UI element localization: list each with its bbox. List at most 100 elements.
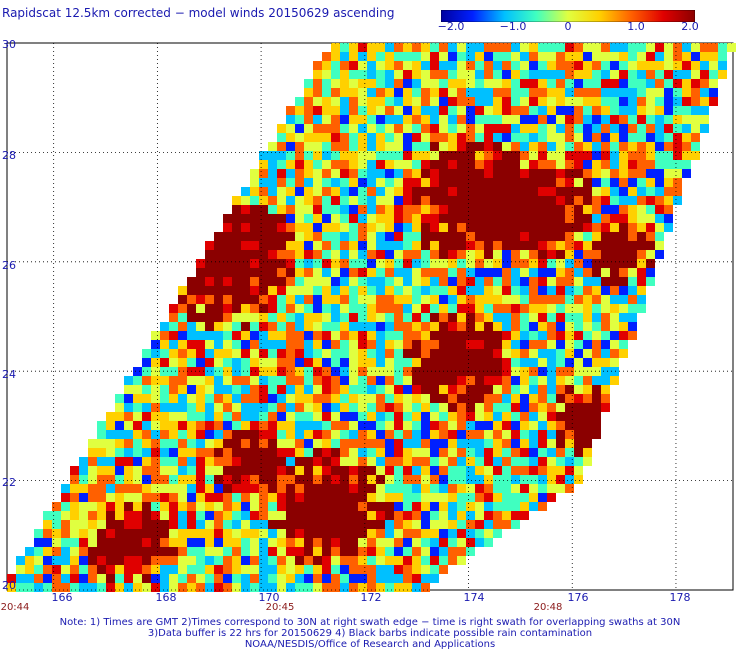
wind-cell: [484, 475, 493, 484]
wind-cell: [160, 331, 169, 340]
wind-cell: [313, 457, 322, 466]
wind-cell: [160, 547, 169, 556]
wind-cell: [295, 259, 304, 268]
wind-cell: [466, 43, 475, 52]
wind-cell: [241, 349, 250, 358]
wind-cell: [592, 295, 601, 304]
wind-cell: [646, 133, 655, 142]
wind-cell: [70, 574, 79, 583]
wind-cell: [619, 295, 628, 304]
wind-cell: [214, 340, 223, 349]
footnote-line-2: 3)Data buffer is 22 hrs for 20150629 4) …: [147, 628, 593, 639]
wind-cell: [331, 502, 340, 511]
wind-cell: [439, 547, 448, 556]
wind-cell: [682, 133, 691, 142]
wind-cell: [664, 70, 673, 79]
wind-cell: [79, 520, 88, 529]
wind-cell: [394, 43, 403, 52]
wind-cell: [655, 79, 664, 88]
wind-cell: [241, 241, 250, 250]
wind-cell: [502, 259, 511, 268]
wind-cell: [43, 556, 52, 565]
wind-cell: [322, 187, 331, 196]
wind-cell: [286, 574, 295, 583]
wind-cell: [322, 70, 331, 79]
wind-cell: [583, 97, 592, 106]
wind-cell: [286, 430, 295, 439]
wind-cell: [457, 79, 466, 88]
wind-cell: [286, 493, 295, 502]
wind-cell: [385, 421, 394, 430]
wind-cell: [367, 475, 376, 484]
wind-cell: [646, 169, 655, 178]
wind-cell: [430, 196, 439, 205]
wind-cell: [223, 421, 232, 430]
wind-cell: [160, 574, 169, 583]
wind-cell: [214, 232, 223, 241]
wind-cell: [169, 313, 178, 322]
wind-cell: [232, 196, 241, 205]
wind-cell: [367, 529, 376, 538]
wind-cell: [124, 583, 133, 592]
wind-cell: [385, 556, 394, 565]
wind-cell: [88, 439, 97, 448]
wind-cell: [322, 115, 331, 124]
wind-cell: [322, 439, 331, 448]
wind-cell: [502, 358, 511, 367]
wind-cell: [286, 583, 295, 592]
wind-cell: [205, 493, 214, 502]
wind-cell: [205, 394, 214, 403]
wind-cell: [358, 88, 367, 97]
wind-cell: [466, 286, 475, 295]
wind-cell: [313, 574, 322, 583]
wind-cell: [511, 340, 520, 349]
wind-cell: [178, 457, 187, 466]
wind-cell: [295, 556, 304, 565]
wind-cell: [241, 250, 250, 259]
wind-cell: [448, 160, 457, 169]
wind-cell: [502, 97, 511, 106]
wind-cell: [313, 556, 322, 565]
wind-cell: [403, 187, 412, 196]
wind-cell: [610, 205, 619, 214]
wind-cell: [142, 511, 151, 520]
wind-cell: [178, 322, 187, 331]
wind-cell: [484, 502, 493, 511]
wind-cell: [250, 493, 259, 502]
wind-cell: [556, 394, 565, 403]
wind-cell: [133, 493, 142, 502]
wind-cell: [205, 457, 214, 466]
wind-cell: [385, 88, 394, 97]
wind-cell: [520, 169, 529, 178]
wind-cell: [223, 565, 232, 574]
wind-cell: [475, 313, 484, 322]
wind-cell: [88, 511, 97, 520]
wind-cell: [232, 565, 241, 574]
wind-cell: [268, 466, 277, 475]
wind-cell: [313, 187, 322, 196]
wind-cell: [394, 529, 403, 538]
wind-cell: [52, 538, 61, 547]
wind-cell: [565, 394, 574, 403]
wind-cell: [448, 304, 457, 313]
wind-cell: [304, 259, 313, 268]
wind-cell: [367, 70, 376, 79]
wind-cell: [358, 367, 367, 376]
wind-cell: [610, 88, 619, 97]
wind-cell: [412, 547, 421, 556]
wind-cell: [466, 484, 475, 493]
wind-cell: [340, 565, 349, 574]
wind-cell: [538, 43, 547, 52]
wind-cell: [259, 385, 268, 394]
wind-cell: [268, 304, 277, 313]
wind-cell: [322, 322, 331, 331]
wind-cell: [484, 187, 493, 196]
wind-cell: [250, 295, 259, 304]
wind-cell: [484, 43, 493, 52]
wind-cell: [511, 448, 520, 457]
wind-cell: [142, 583, 151, 592]
wind-cell: [385, 151, 394, 160]
wind-cell: [295, 439, 304, 448]
wind-cell: [385, 115, 394, 124]
wind-cell: [610, 187, 619, 196]
